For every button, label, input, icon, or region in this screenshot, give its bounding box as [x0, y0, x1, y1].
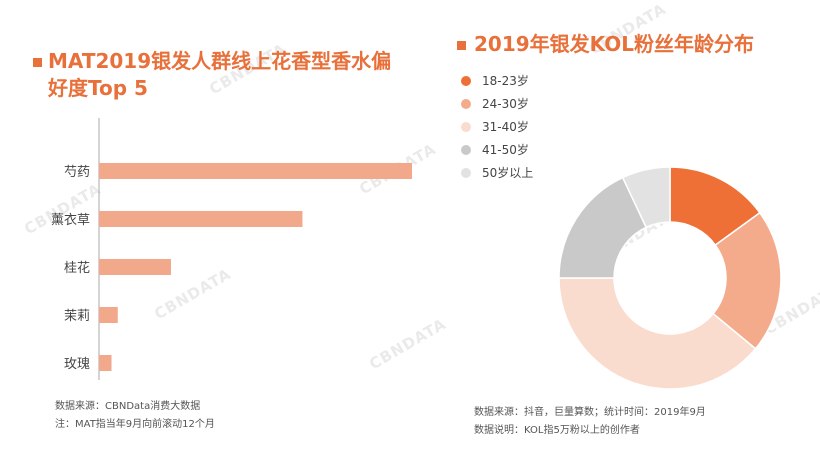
watermark: CBNDATA: [21, 179, 105, 239]
legend-item: 24-30岁: [461, 92, 533, 115]
legend-item: 50岁以上: [461, 161, 533, 184]
bar-玫瑰: [99, 355, 112, 371]
legend-swatch: [461, 167, 471, 178]
category-label: 玫瑰: [64, 356, 90, 372]
legend-label: 41-50岁: [482, 143, 529, 157]
watermark: CBNDATA: [366, 314, 450, 374]
legend-label: 50岁以上: [482, 166, 534, 180]
bar-chart-title: MAT2019银发人群线上花香型香水偏好度Top 5: [48, 49, 392, 100]
bar-桂花: [99, 259, 171, 275]
legend-swatch: [461, 144, 471, 155]
footnote: 注：MAT指当年9月向前滚动12个月: [55, 419, 215, 430]
category-label: 桂花: [64, 260, 90, 276]
legend-item: 41-50岁: [461, 138, 533, 161]
donut-chart-notes: 数据来源：抖音，巨量算数；统计时间：2019年9月 数据说明：KOL指5万粉以上…: [474, 404, 706, 440]
legend-swatch: [461, 121, 471, 132]
donut-chart-title: 2019年银发KOL粉丝年龄分布: [474, 32, 755, 56]
bar-chart-notes: 数据来源：CBNData消费大数据 注：MAT指当年9月向前滚动12个月: [55, 398, 215, 434]
legend-item: 31-40岁: [461, 115, 533, 138]
source-note: 数据来源：抖音，巨量算数；统计时间：2019年9月: [474, 407, 706, 418]
legend-label: 24-30岁: [482, 97, 529, 111]
donut-slice-31-40岁: [558, 277, 757, 390]
source-note: 数据来源：CBNData消费大数据: [55, 401, 201, 412]
donut-legend: 18-23岁 24-30岁 31-40岁 41-50岁 50岁以上: [461, 69, 533, 184]
watermark: CBNDATA: [151, 264, 235, 324]
title-marker: [33, 58, 42, 67]
donut-slice-18-23岁: [669, 166, 761, 247]
legend-swatch: [461, 98, 471, 109]
title-marker: [457, 41, 466, 50]
bar-薰衣草: [99, 211, 303, 227]
watermark: CBNDATA: [596, 204, 680, 264]
legend-label: 18-23岁: [482, 74, 529, 88]
watermark: CBNDATA: [761, 279, 820, 339]
footnote: 数据说明：KOL指5万粉以上的创作者: [474, 425, 640, 436]
category-label: 芍药: [64, 164, 90, 180]
category-label: 茉莉: [64, 309, 90, 324]
legend-label: 31-40岁: [482, 120, 529, 134]
legend-swatch: [461, 75, 471, 86]
legend-item: 18-23岁: [461, 69, 533, 92]
bar-茉莉: [99, 307, 118, 323]
watermark: CBNDATA: [356, 139, 440, 199]
